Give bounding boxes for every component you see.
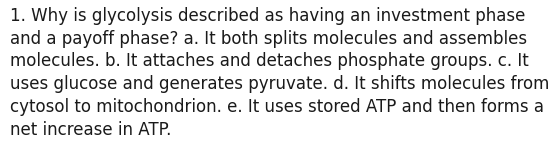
Text: 1. Why is glycolysis described as having an investment phase
and a payoff phase?: 1. Why is glycolysis described as having… — [10, 7, 550, 139]
